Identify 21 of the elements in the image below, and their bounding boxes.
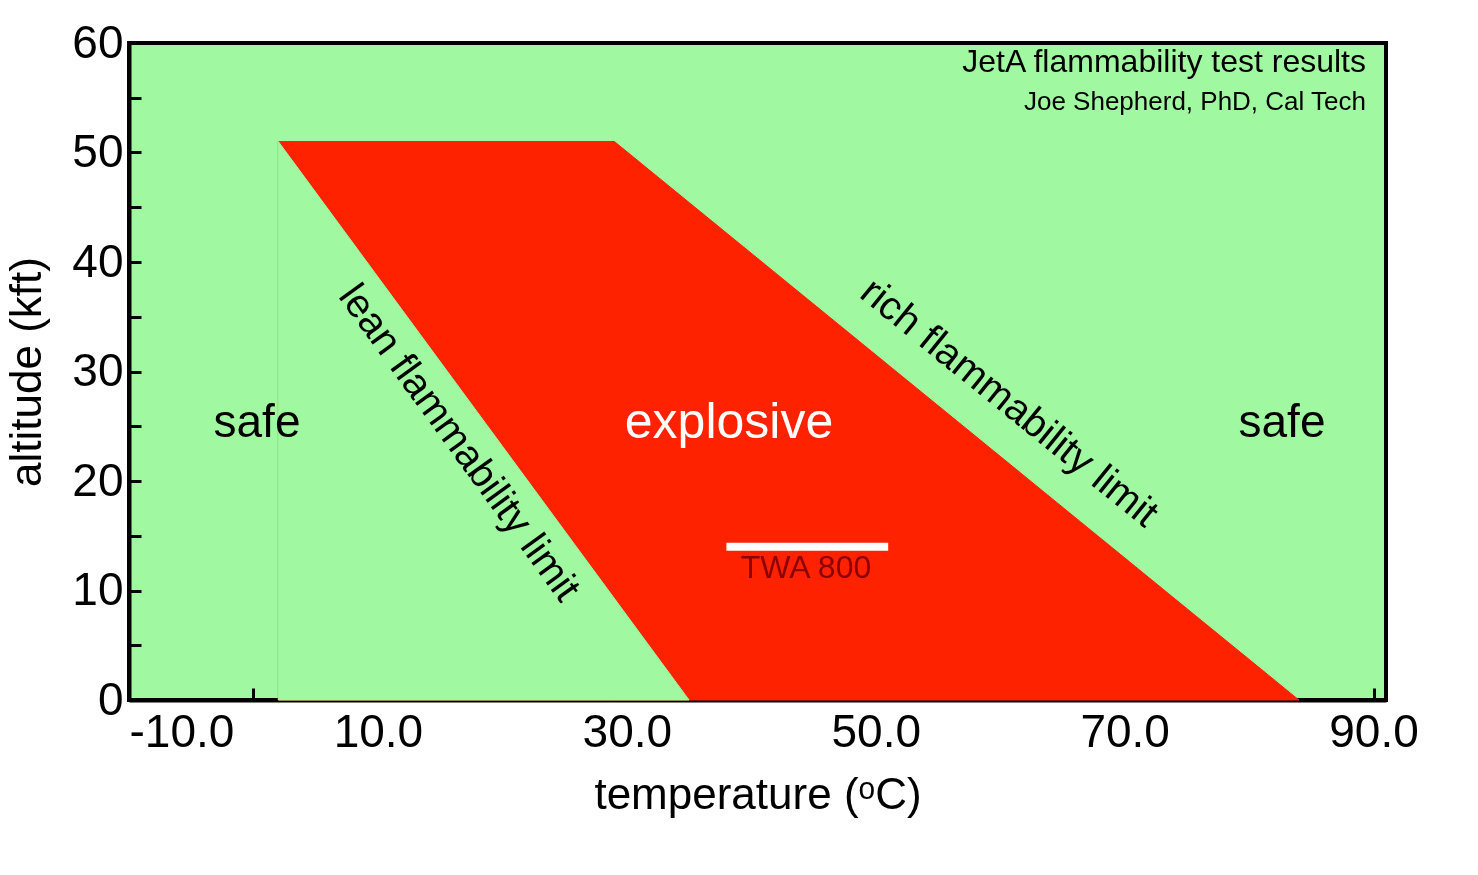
y-tick-label: 40	[72, 234, 124, 287]
chart-title: JetA flammability test results	[962, 43, 1366, 79]
x-tick-label: 10.0	[333, 704, 424, 757]
x-tick-label: 30.0	[582, 704, 673, 757]
y-axis-title: altitude (kft)	[1, 257, 51, 487]
y-tick-label: 10	[72, 563, 124, 615]
annotation: explosive	[624, 393, 834, 449]
y-tick-label: 30	[72, 344, 124, 396]
annotation: safe	[1238, 395, 1326, 447]
annotation: TWA 800	[740, 549, 872, 585]
annotation: safe	[213, 395, 301, 447]
x-tick-label: 50.0	[831, 704, 921, 757]
text: Joe Shepherd, PhD, Cal Tech	[1023, 86, 1366, 116]
x-tick-label: 90.0	[1329, 704, 1419, 757]
x-tick-label: -10.0	[129, 704, 235, 757]
y-tick-label: 20	[72, 453, 124, 506]
y-tick-label: 50	[72, 125, 124, 177]
x-axis-title: temperature (ᵒC)	[594, 768, 922, 818]
y-tick-label: 0	[97, 672, 124, 725]
y-tick-label: 60	[72, 15, 124, 68]
x-tick-label: 70.0	[1080, 704, 1170, 757]
